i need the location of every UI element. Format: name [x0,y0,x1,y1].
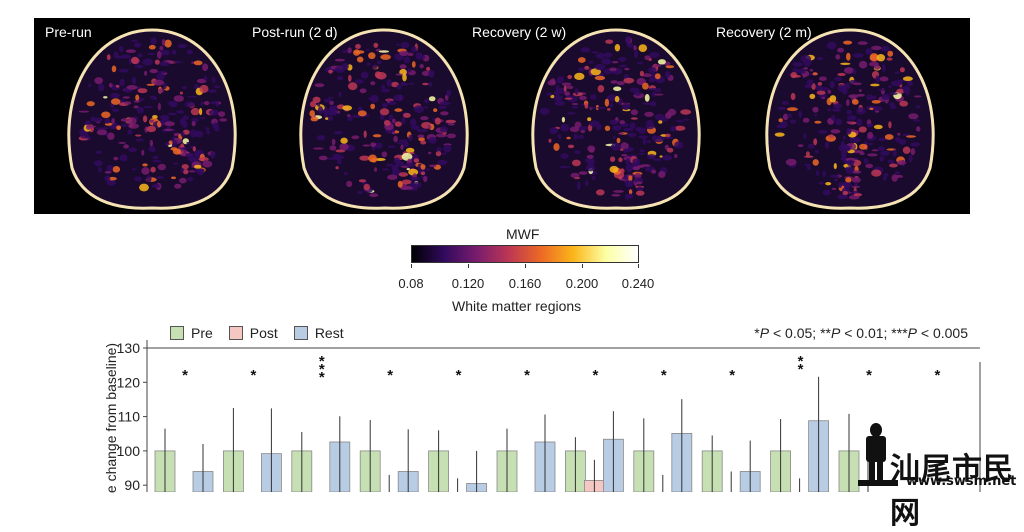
panel-label: Post-run (2 d) [252,24,338,40]
legend-label: Pre [191,325,213,341]
legend-item-post: Post [228,325,278,341]
mri-panel-pre-run: Pre-run [34,18,268,214]
panel-label: Pre-run [45,24,92,40]
chart-legend: Pre Post Rest [170,325,344,341]
significance-marker: ** [798,353,804,378]
significance-marker: * [387,367,393,384]
watermark-figure-icon [858,423,898,486]
colorbar-tick-label: 0.240 [621,276,655,291]
brain-slice-1 [67,28,237,210]
significance-note: *P < 0.05; **P < 0.01; ***P < 0.005 [754,325,968,341]
mri-panel-recovery-2w: Recovery (2 w) [472,18,736,214]
significance-marker: * [661,367,667,384]
mri-panel-post-run: Post-run (2 d) [252,18,502,214]
significance-marker: * [592,367,598,384]
watermark [858,420,1024,492]
brain-slice-2 [299,28,469,210]
significance-marker: *** [319,353,325,386]
colorbar-tickmark [582,264,583,268]
y-tick-label: 90 [124,477,140,492]
y-tick-label: 120 [117,374,141,390]
y-tick-label: 100 [117,443,141,459]
legend-label: Rest [314,325,344,341]
significance-marker: * [250,367,256,384]
legend-label: Post [249,325,278,341]
legend-item-rest: Rest [293,325,344,341]
colorbar-tick-label: 0.160 [508,276,542,291]
legend-swatch-pre [170,326,184,340]
section-title: White matter regions [452,298,582,314]
significance-marker: * [524,367,530,384]
y-tick-label: 130 [117,340,141,356]
legend-swatch-rest [293,326,308,340]
mri-panel-recovery-2m: Recovery (2 m) [716,18,970,214]
watermark-url: www.swsm.net [906,474,1017,489]
significance-marker: * [934,367,940,384]
colorbar-tickmark [411,264,412,268]
colorbar-tick-label: 0.08 [398,276,424,291]
colorbar-tickmark [638,264,639,268]
colorbar-title: MWF [506,226,540,242]
panel-label: Recovery (2 w) [472,24,567,40]
significance-marker: * [866,367,872,384]
significance-marker: * [182,367,188,384]
significance-marker: * [729,367,735,384]
colorbar-tick-label: 0.200 [565,276,599,291]
significance-marker: * [456,367,462,384]
mri-brain-slices [67,28,935,210]
colorbar-tick-label: 0.120 [451,276,485,291]
legend-item-pre: Pre [170,325,213,341]
mri-image-strip: Pre-run Post-run (2 d) Recovery (2 w) Re… [34,18,970,214]
colorbar-tickmark [468,264,469,268]
legend-swatch-post [228,326,243,340]
brain-slice-4 [765,28,935,210]
panel-label: Recovery (2 m) [716,24,812,40]
brain-slice-3 [531,28,701,210]
colorbar-tickmark [525,264,526,268]
y-tick-label: 110 [118,409,141,425]
colorbar [411,245,639,263]
